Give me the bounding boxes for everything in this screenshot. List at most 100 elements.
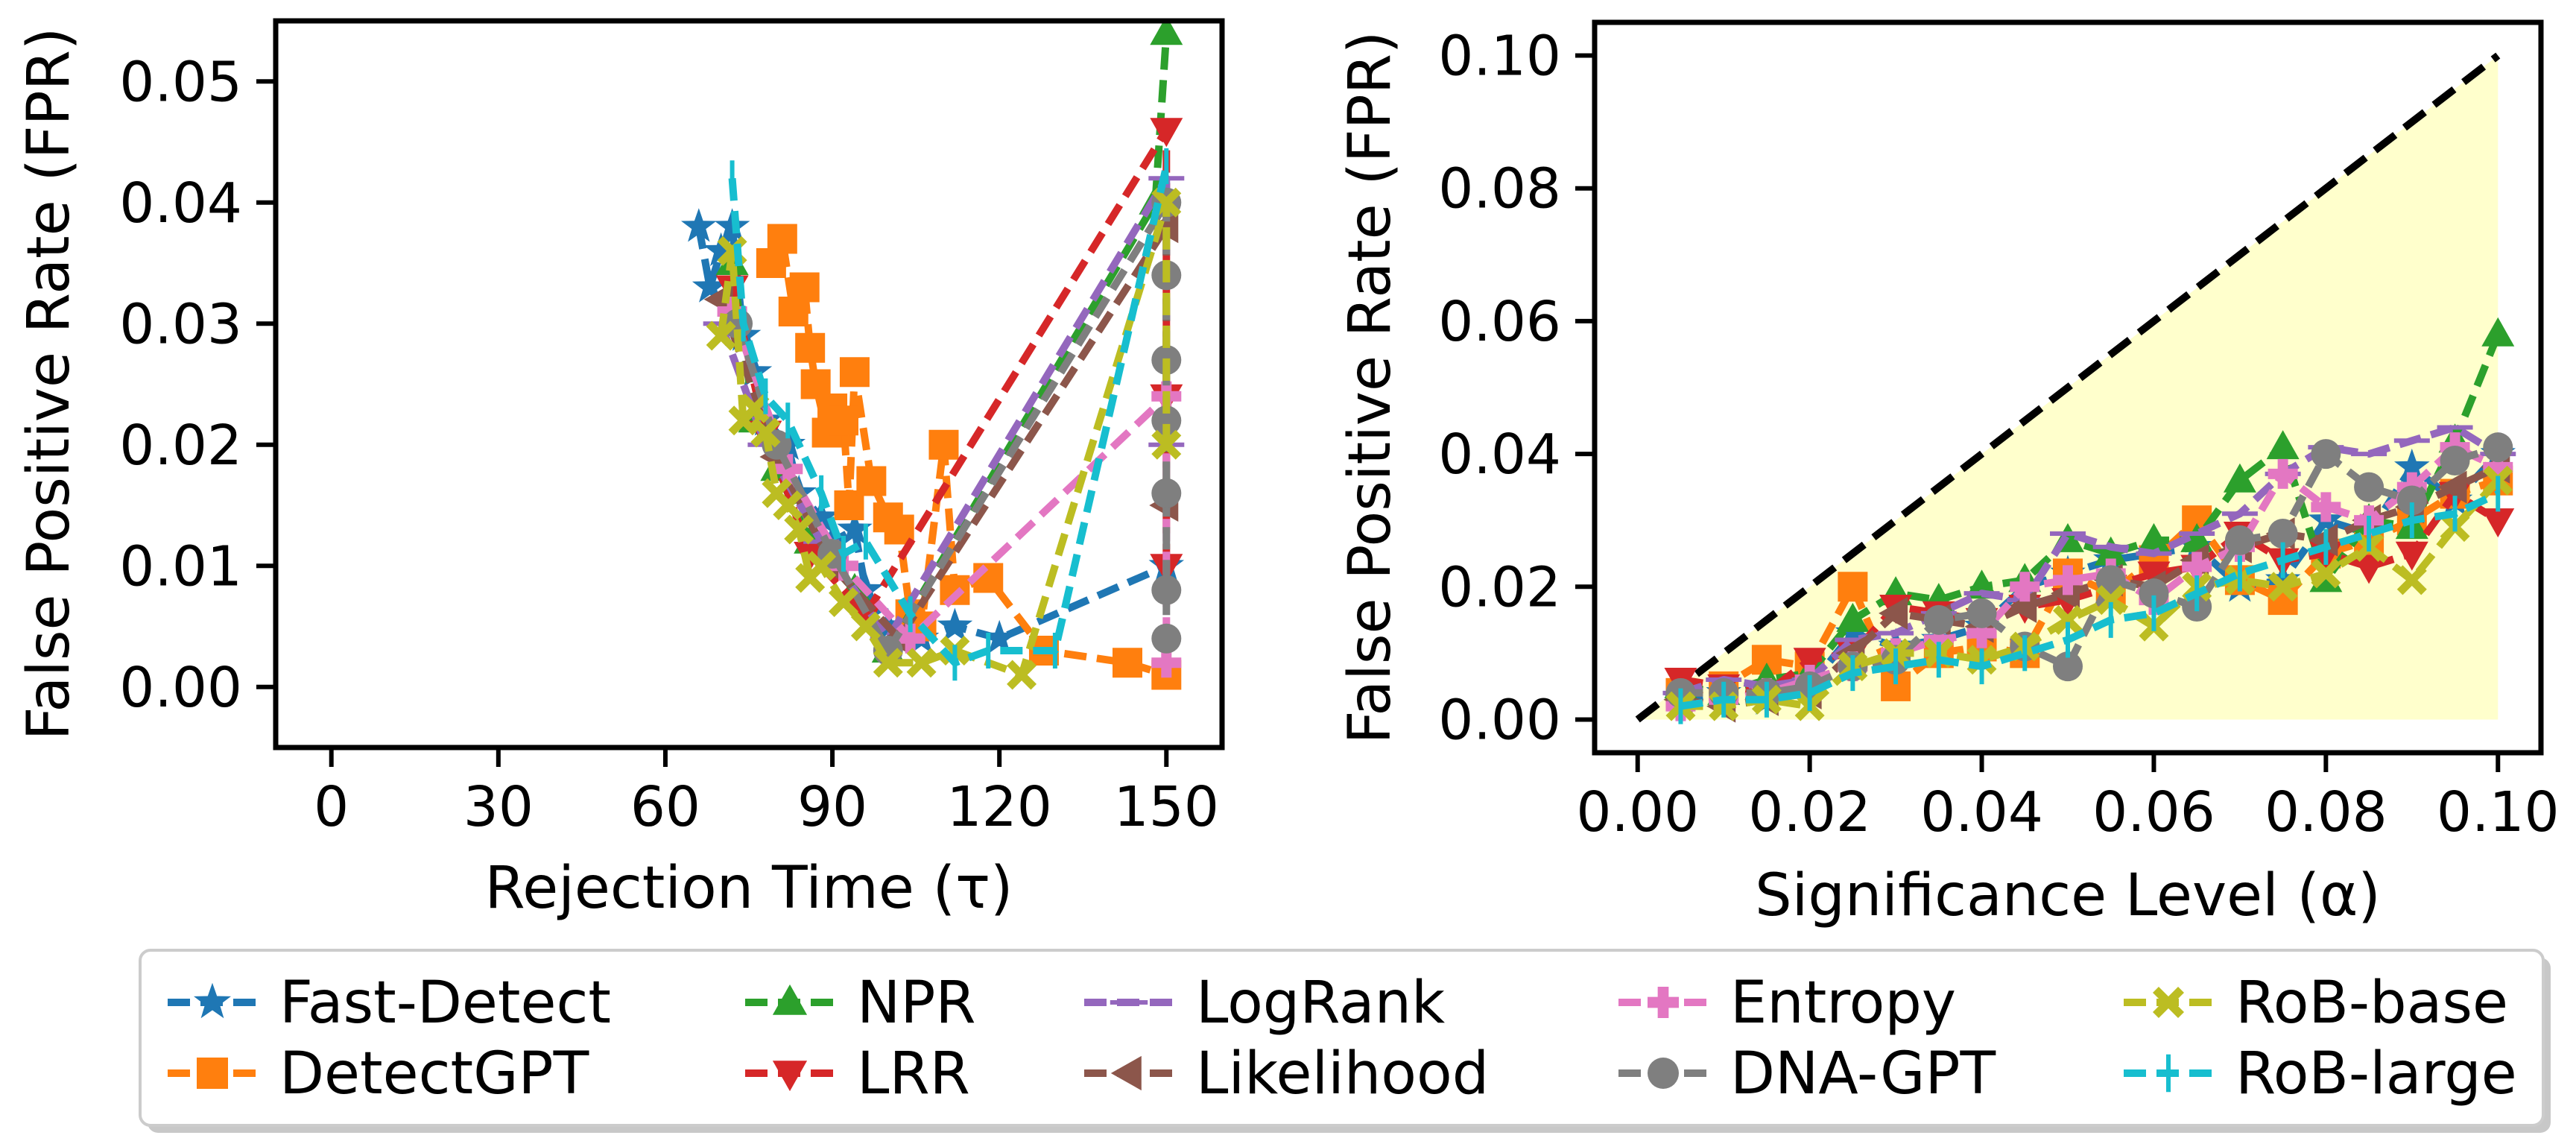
left-x-ticks: 0 30 60 90 120 150	[314, 748, 1219, 839]
legend-swatch-marker	[197, 1058, 228, 1089]
left-point-fast-detect	[937, 607, 973, 642]
left-point-fast-detect	[692, 268, 728, 303]
legend-label: LRR	[857, 1040, 970, 1107]
legend-swatch-marker	[194, 982, 231, 1019]
right-point-entropy	[2053, 565, 2083, 595]
legend-frame	[139, 949, 2545, 1127]
left-point-lrr	[1150, 118, 1183, 148]
left-point-rob-base	[873, 648, 903, 678]
left-y-tick-label: 0.03	[119, 292, 242, 356]
legend-swatch-marker	[772, 1061, 808, 1092]
right-point-detectgpt	[1838, 572, 1868, 602]
right-point-dna-gpt	[2396, 485, 2427, 516]
right-point-entropy	[1966, 618, 1997, 648]
right-point-lrr	[2352, 554, 2386, 584]
right-point-entropy	[2268, 458, 2298, 489]
right-point-npr	[2266, 430, 2300, 460]
right-point-lrr	[2481, 508, 2515, 538]
left-y-tick-label: 0.01	[119, 534, 242, 598]
left-point-likelihood	[1149, 210, 1179, 244]
left-point-detectgpt	[856, 466, 887, 496]
right-point-rob-base	[2311, 558, 2341, 589]
left-line-rob-large	[728, 165, 1171, 667]
right-chart: 0.00 0.02 0.04 0.06 0.08 0.10 0.000.020.040.0…	[1337, 19, 2560, 929]
legend-entry-rob-base: RoB-base	[2124, 970, 2508, 1037]
right-point-dna-gpt	[1923, 604, 1954, 635]
left-x-tick-label: 30	[463, 775, 534, 839]
left-point-fast-detect	[703, 232, 739, 266]
legend-label: Entropy	[1730, 970, 1956, 1037]
left-point-fast-detect	[803, 499, 839, 533]
right-point-lrr	[1793, 648, 1826, 677]
right-point-npr	[1836, 602, 1870, 632]
right-point-npr	[2137, 522, 2171, 552]
right-y-tick-label: 0.06	[1438, 290, 1561, 354]
left-point-detectgpt	[767, 224, 797, 254]
legend-label: Likelihood	[1196, 1040, 1489, 1107]
right-point-rob-base	[2396, 565, 2427, 595]
right-point-dna-gpt	[2440, 446, 2470, 475]
left-point-fast-detect	[681, 208, 717, 242]
right-y-tick-label: 0.00	[1438, 688, 1561, 752]
right-point-rob-base	[2053, 604, 2083, 635]
right-point-rob-base	[2268, 572, 2298, 602]
right-axes-frame	[1592, 19, 2544, 756]
left-series-detectgpt	[756, 224, 1182, 690]
right-point-entropy	[2182, 552, 2212, 582]
right-x-tick-label: 0.06	[2092, 780, 2215, 844]
legend-label: DNA-GPT	[1730, 1040, 1996, 1107]
right-line-logrank	[1680, 423, 2500, 697]
left-series-rob-base	[706, 187, 1182, 690]
left-series-rob-large	[728, 148, 1171, 681]
left-y-ticks: 0.00 0.01 0.02 0.03 0.04 0.05	[119, 50, 276, 720]
left-point-rob-base	[784, 514, 814, 545]
right-y-tick-label: 0.04	[1438, 423, 1561, 487]
left-point-rob-base	[706, 320, 736, 351]
left-point-rob-base	[1007, 660, 1037, 690]
legend-swatch-marker	[1110, 1055, 1142, 1091]
right-x-tick-label: 0.10	[2437, 780, 2560, 844]
right-point-npr	[2481, 317, 2515, 347]
left-point-detectgpt	[928, 429, 959, 460]
left-point-fast-detect	[981, 619, 1017, 654]
left-chart: 0 30 60 90 120 150 0.00 0.01 0.02 0.03 0.04 0.05 R…	[16, 18, 1225, 922]
right-point-entropy	[2010, 572, 2040, 602]
left-point-entropy	[895, 623, 925, 654]
left-point-rob-base	[1151, 429, 1182, 460]
right-point-entropy	[2483, 452, 2513, 482]
right-point-fast-detect	[2265, 561, 2301, 595]
right-y-ticks: 0.00 0.02 0.04 0.06 0.08 0.10	[1438, 25, 1595, 752]
legend-swatch-marker	[772, 984, 808, 1015]
right-x-tick-label: 0.04	[1920, 780, 2043, 844]
legend-entry-fast-detect: Fast-Detect	[168, 970, 611, 1037]
right-point-fast-detect	[2394, 448, 2430, 483]
right-x-tick-label: 0.02	[1748, 780, 1871, 844]
right-point-entropy	[1923, 625, 1954, 655]
right-point-dna-gpt	[2139, 578, 2169, 609]
right-point-dna-gpt	[2268, 519, 2298, 549]
right-point-dna-gpt	[2354, 472, 2384, 502]
left-point-npr	[1150, 21, 1183, 45]
left-point-detectgpt	[829, 405, 858, 436]
legend-swatch-marker	[1648, 1058, 1679, 1089]
left-point-detectgpt	[789, 272, 820, 303]
right-point-entropy	[2311, 492, 2341, 522]
right-x-tick-label: 0.00	[1576, 780, 1699, 844]
left-point-fast-detect	[837, 511, 873, 545]
legend-entry-npr: NPR	[745, 970, 976, 1037]
right-point-likelihood	[1879, 596, 1908, 630]
right-series-rob-large	[1678, 475, 2501, 724]
left-x-tick-label: 120	[947, 775, 1052, 839]
left-point-rob-base	[906, 648, 937, 678]
left-point-rob-base	[739, 394, 770, 423]
left-point-rob-base	[750, 417, 781, 448]
left-point-entropy	[773, 454, 803, 484]
left-axes-frame	[273, 18, 1225, 750]
left-point-detectgpt	[839, 357, 870, 388]
right-point-npr	[2223, 463, 2256, 493]
legend-entry-likelihood: Likelihood	[1084, 1040, 1489, 1107]
left-point-rob-base	[829, 587, 858, 617]
